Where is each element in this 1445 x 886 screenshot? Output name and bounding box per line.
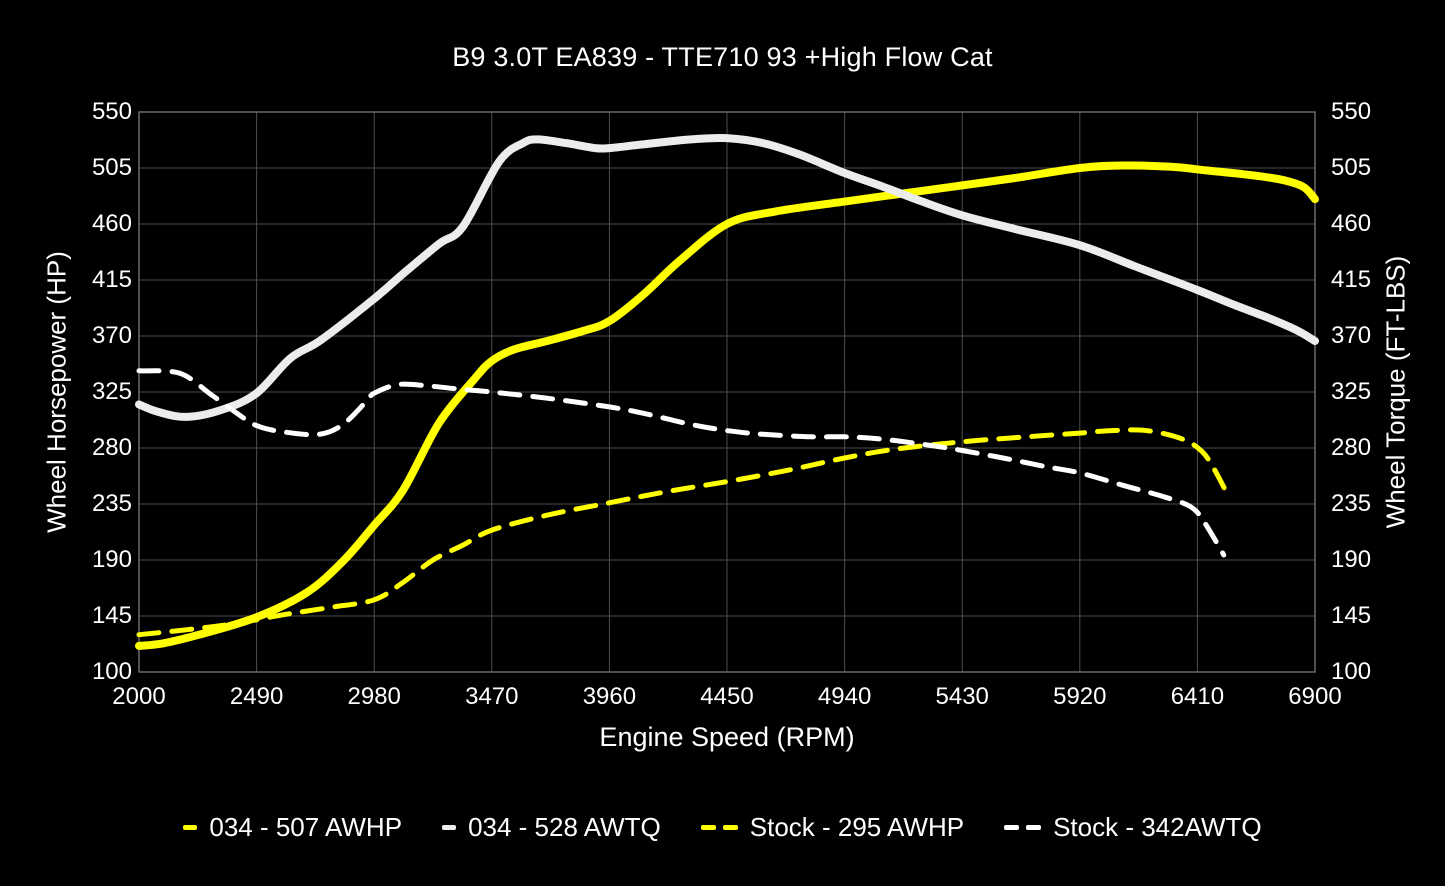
y-tick-label-left: 145 [91, 602, 132, 629]
x-tick-label: 6410 [1170, 683, 1225, 710]
y-tick-label-left: 550 [91, 98, 132, 125]
y-tick-label-right: 100 [1331, 658, 1372, 685]
y-tick-label-left: 325 [91, 378, 132, 405]
legend-label: Stock - 295 AWHP [749, 812, 965, 842]
x-tick-label: 2980 [347, 683, 401, 710]
y-tick-label-right: 280 [1331, 434, 1372, 461]
series-curve-1 [135, 133, 1319, 421]
y-tick-label-left: 460 [91, 210, 132, 237]
plot-frame [138, 111, 1316, 673]
y-tick-label-left: 100 [91, 658, 132, 685]
legend-label: Stock - 342AWTQ [1053, 812, 1262, 842]
x-tick-label: 5920 [1053, 683, 1107, 710]
legend-marker-dashed-icon [1004, 825, 1042, 830]
legend: 034 - 507 AWHP 034 - 528 AWTQ Stock - 295 … [0, 812, 1445, 843]
legend-item-0: 034 - 507 AWHP [183, 812, 402, 843]
y-tick-label-right: 325 [1331, 378, 1372, 405]
legend-item-3: Stock - 342AWTQ [1004, 812, 1262, 843]
y-tick-label-right: 460 [1331, 210, 1372, 237]
legend-marker-dashed-icon [700, 825, 738, 830]
y-tick-label-left: 370 [91, 322, 132, 349]
y-tick-label-right: 145 [1331, 602, 1372, 629]
x-tick-label: 2490 [229, 683, 284, 710]
y-tick-label-left: 280 [91, 434, 132, 461]
y-tick-label-right: 235 [1331, 490, 1372, 517]
series-curve-0 [135, 161, 1319, 650]
x-tick-label: 6900 [1288, 683, 1342, 710]
series-curve-2 [136, 427, 1232, 638]
y-tick-label-right: 415 [1331, 266, 1372, 293]
y-tick-label-left: 505 [91, 154, 132, 181]
y-tick-label-right: 505 [1331, 154, 1372, 181]
legend-label: 034 - 507 AWHP [209, 812, 403, 842]
x-tick-label: 4450 [700, 683, 754, 710]
y-tick-label-left: 190 [91, 546, 132, 573]
legend-item-1: 034 - 528 AWTQ [442, 812, 661, 843]
x-tick-label: 3470 [465, 683, 519, 710]
x-tick-label: 5430 [935, 683, 989, 710]
legend-label: 034 - 528 AWTQ [468, 812, 661, 842]
y-tick-label-right: 190 [1331, 546, 1372, 573]
y-tick-label-right: 370 [1331, 322, 1372, 349]
y-tick-label-right: 550 [1331, 98, 1372, 125]
legend-marker-solid-icon [183, 825, 198, 830]
x-tick-label: 2000 [112, 683, 166, 710]
y-tick-label-left: 415 [91, 266, 132, 293]
x-tick-label: 3960 [582, 683, 637, 710]
chart-title: B9 3.0T EA839 - TTE710 93 +High Flow Cat [452, 42, 993, 72]
x-axis-label: Engine Speed (RPM) [599, 722, 855, 752]
y-tick-label-left: 235 [91, 490, 132, 517]
series-curve-3 [136, 368, 1227, 558]
x-tick-label: 4940 [817, 683, 872, 710]
legend-marker-solid-icon [442, 825, 457, 830]
legend-item-2: Stock - 295 AWHP [700, 812, 965, 843]
